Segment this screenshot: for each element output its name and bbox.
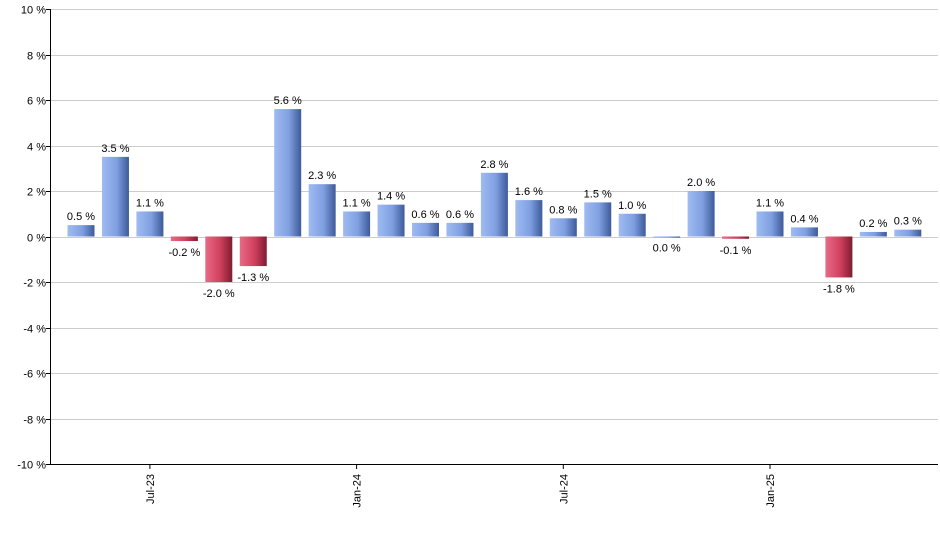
x-tick-label: Jul-23 xyxy=(145,474,157,504)
x-tick-label: Jan-25 xyxy=(765,474,777,508)
data-label: 5.6 % xyxy=(274,95,302,107)
data-label: 1.5 % xyxy=(584,188,612,200)
bar xyxy=(274,109,302,237)
y-tick-label: 0 % xyxy=(27,233,46,245)
data-label: -2.0 % xyxy=(203,288,235,300)
data-label: 1.1 % xyxy=(136,197,164,209)
bar xyxy=(239,236,267,267)
data-label: 0.5 % xyxy=(67,211,95,223)
bar xyxy=(377,204,405,237)
data-label: 2.3 % xyxy=(308,170,336,182)
y-tick-label: -8 % xyxy=(23,415,46,427)
data-label: -0.2 % xyxy=(168,247,200,259)
bar xyxy=(515,200,543,237)
bar xyxy=(584,202,612,237)
data-label: 0.6 % xyxy=(411,209,439,221)
data-label: 2.8 % xyxy=(480,159,508,171)
y-axis-ticks: 10 % 8 % 6 % 4 % 2 % 0 % -2 % -4 % -6 % -8 % -10 % xyxy=(17,5,50,472)
bar xyxy=(101,156,129,237)
x-tick-label: Jan-24 xyxy=(352,474,364,508)
data-label: 0.0 % xyxy=(653,243,681,255)
axes xyxy=(50,9,938,465)
data-label: -0.1 % xyxy=(720,245,752,257)
data-label: 1.1 % xyxy=(343,197,371,209)
data-label: -1.3 % xyxy=(237,272,269,284)
bar xyxy=(756,211,784,237)
data-label: -1.8 % xyxy=(823,283,855,295)
bar xyxy=(653,236,681,238)
bar xyxy=(894,229,922,237)
data-label: 1.6 % xyxy=(515,186,543,198)
y-tick-label: 4 % xyxy=(27,142,46,154)
bar xyxy=(859,231,887,237)
y-tick-label: 6 % xyxy=(27,96,46,108)
bar xyxy=(618,213,646,237)
bar xyxy=(412,222,439,237)
data-labels: 0.5 % 3.5 % 1.1 % -0.2 % -2.0 %-1.3 % 5.6 % 2.… xyxy=(67,95,922,300)
data-label: 0.6 % xyxy=(446,209,474,221)
bar xyxy=(170,236,198,242)
bar xyxy=(446,222,474,237)
data-label: 0.4 % xyxy=(790,213,818,225)
data-label: 0.8 % xyxy=(549,204,577,216)
bar xyxy=(790,227,818,237)
bar xyxy=(722,236,750,239)
bar xyxy=(205,236,233,282)
data-label: 0.3 % xyxy=(894,216,922,228)
data-label: 2.0 % xyxy=(687,177,715,189)
bar xyxy=(549,218,577,237)
bar xyxy=(67,225,95,237)
y-tick-label: 2 % xyxy=(27,187,46,199)
bar xyxy=(343,211,371,237)
bar xyxy=(825,236,853,278)
bars xyxy=(67,109,922,282)
y-tick-label: -4 % xyxy=(23,324,46,336)
data-label: 1.1 % xyxy=(756,197,784,209)
y-tick-label: 10 % xyxy=(21,5,46,17)
data-label: 1.4 % xyxy=(377,191,405,203)
bar xyxy=(308,184,336,237)
y-tick-label: 8 % xyxy=(27,51,46,63)
data-label: 1.0 % xyxy=(618,200,646,212)
bar xyxy=(687,191,715,237)
x-tick-label: Jul-24 xyxy=(558,474,570,504)
bar xyxy=(480,172,508,237)
x-axis-ticks: Jul-23 Jan-24 Jul-24 Jan-25 xyxy=(145,464,777,508)
data-label: 3.5 % xyxy=(101,143,129,155)
y-tick-label: -6 % xyxy=(23,369,46,381)
data-label: 0.2 % xyxy=(859,218,887,230)
y-tick-label: -10 % xyxy=(17,460,46,472)
bar xyxy=(136,211,164,237)
y-tick-label: -2 % xyxy=(23,278,46,290)
